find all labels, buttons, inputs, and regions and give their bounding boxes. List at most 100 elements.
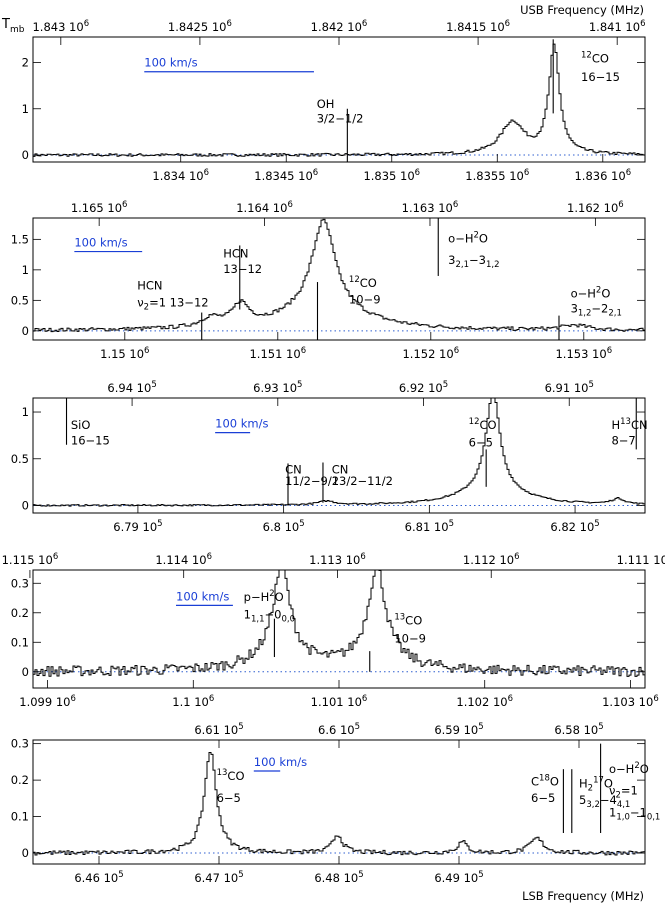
lsb-tick-label: 1.835 106 <box>363 168 420 183</box>
usb-tick-label: 1.8415 106 <box>446 19 510 34</box>
y-tick-label: 0.3 <box>11 576 29 590</box>
y-tick-label: 0.2 <box>11 606 29 620</box>
line-label: 13−12 <box>223 262 262 276</box>
lsb-tick-label: 1.102 106 <box>456 694 513 709</box>
line-label: HCN <box>137 278 162 292</box>
line-label: 12CO <box>581 50 609 65</box>
usb-tick-label: 1.162 106 <box>567 200 624 215</box>
y-tick-label: 0 <box>22 846 29 860</box>
line-label: ν2=1 <box>609 784 638 801</box>
y-tick-label: 1.5 <box>11 232 29 246</box>
line-label: o−H2O <box>448 230 488 245</box>
spectrum-line <box>33 43 646 157</box>
y-tick-label: 0.2 <box>11 773 29 787</box>
lsb-tick-label: 1.8345 106 <box>254 168 318 183</box>
velocity-scale-label: 100 km/s <box>74 236 127 250</box>
lsb-tick-label: 1.8355 106 <box>465 168 529 183</box>
lsb-tick-label: 1.836 106 <box>574 168 631 183</box>
y-tick-label: 0 <box>22 499 29 513</box>
line-label: OH <box>317 97 335 111</box>
line-label: 13CO <box>217 768 245 783</box>
lsb-frequency-label: LSB Frequency (MHz) <box>522 889 644 903</box>
usb-tick-label: 6.93 105 <box>253 380 302 395</box>
usb-frequency-label: USB Frequency (MHz) <box>520 3 644 17</box>
spectrum-panel-1: 0 1 2 1.843 106 1.8425 106 1.842 106 1.8415 10… <box>22 19 646 183</box>
lsb-tick-label: 6.46 105 <box>74 870 123 885</box>
usb-tick-label: 1.112 106 <box>463 552 520 567</box>
line-label: SiO <box>71 418 91 432</box>
spectra-panels: 0 1 2 1.843 106 1.8425 106 1.842 106 1.8415 10… <box>2 19 665 885</box>
line-label: ν2=1 13−12 <box>137 295 208 312</box>
line-label: 16−15 <box>71 434 110 448</box>
lsb-tick-label: 6.81 105 <box>405 519 454 534</box>
line-label: 31,2−22,1 <box>571 302 622 319</box>
line-label: 6−5 <box>531 791 555 805</box>
lsb-tick-label: 1.103 106 <box>602 694 659 709</box>
usb-tick-label: 6.59 105 <box>434 722 483 737</box>
line-label: 6−5 <box>217 791 241 805</box>
line-label: HCN <box>223 247 248 261</box>
usb-tick-label: 1.115 106 <box>2 552 59 567</box>
usb-tick-label: 6.91 105 <box>545 380 594 395</box>
line-label: H217O <box>579 775 613 793</box>
y-tick-label: 0.5 <box>11 452 29 466</box>
usb-tick-label: 1.164 106 <box>236 200 293 215</box>
velocity-scale-label: 100 km/s <box>215 417 268 431</box>
spectrum-panel-4: 0 0.1 0.2 0.3 1.115 106 1.114 106 1.113 106 1.1… <box>2 552 665 709</box>
y-tick-label: 0 <box>22 148 29 162</box>
line-label: CN <box>332 463 349 477</box>
usb-tick-label: 6.94 105 <box>107 380 156 395</box>
line-label: o−H2O <box>571 285 611 300</box>
lsb-tick-label: 1.834 106 <box>152 168 209 183</box>
lsb-tick-label: 1.1 106 <box>172 694 214 709</box>
velocity-scale-label: 100 km/s <box>176 589 229 603</box>
line-label: 12CO <box>349 275 377 290</box>
lsb-tick-label: 1.153 106 <box>555 346 612 361</box>
lsb-tick-label: 6.8 105 <box>263 519 305 534</box>
usb-tick-label: 1.843 106 <box>32 19 89 34</box>
spectrum-panel-2: 0 0.5 1 1.5 1.165 106 1.164 106 1.163 106 1.162… <box>11 200 646 361</box>
panel-frame <box>32 217 646 341</box>
line-label: 13CO <box>394 613 422 628</box>
y-tick-label: 1 <box>22 405 29 419</box>
y-tick-label: 1 <box>22 263 29 277</box>
lsb-tick-label: 6.79 105 <box>113 519 162 534</box>
line-label: 8−7 <box>611 434 635 448</box>
velocity-scale-label: 100 km/s <box>254 755 307 769</box>
velocity-scale-label: 100 km/s <box>144 56 197 70</box>
lsb-tick-label: 1.152 106 <box>402 346 459 361</box>
spectrum-panel-3: 0 0.5 1 6.94 105 6.93 105 6.92 105 6.91 105 6.7… <box>11 380 648 534</box>
usb-tick-label: 1.841 106 <box>589 19 646 34</box>
usb-tick-label: 1.114 106 <box>155 552 212 567</box>
y-axis-label: Tmb <box>1 17 25 35</box>
panel-frame <box>32 397 646 514</box>
line-label: 11/2−9/2 <box>285 474 339 488</box>
usb-tick-label: 1.111 106 <box>617 552 665 567</box>
line-label: CN <box>285 463 302 477</box>
line-label: p−H2O <box>244 589 284 604</box>
usb-tick-label: 1.8425 106 <box>168 19 232 34</box>
line-label: 12CO <box>469 417 497 432</box>
lsb-tick-label: 6.82 105 <box>550 519 599 534</box>
lsb-tick-label: 6.48 105 <box>314 870 363 885</box>
line-label: 16−15 <box>581 70 620 84</box>
y-tick-label: 1 <box>22 102 29 116</box>
spectrum-line <box>33 569 646 677</box>
line-label: H13CN <box>611 417 647 432</box>
y-tick-label: 2 <box>22 55 29 69</box>
y-tick-label: 0 <box>22 665 29 679</box>
y-tick-label: 0.1 <box>11 810 29 824</box>
spectrum-line <box>33 397 646 507</box>
usb-tick-label: 1.165 106 <box>71 200 128 215</box>
line-label: C18O <box>531 774 559 789</box>
line-label: 10−9 <box>349 292 381 306</box>
y-tick-label: 0.3 <box>11 737 29 751</box>
y-tick-label: 0 <box>22 324 29 338</box>
lsb-tick-label: 6.49 105 <box>434 870 483 885</box>
y-tick-label: 0.5 <box>11 293 29 307</box>
spectrum-line <box>33 751 646 856</box>
line-label: 53,2−44,1 <box>579 793 630 810</box>
line-label: 11,0−10,1 <box>609 806 660 823</box>
line-label: 3/2−1/2 <box>317 112 364 126</box>
